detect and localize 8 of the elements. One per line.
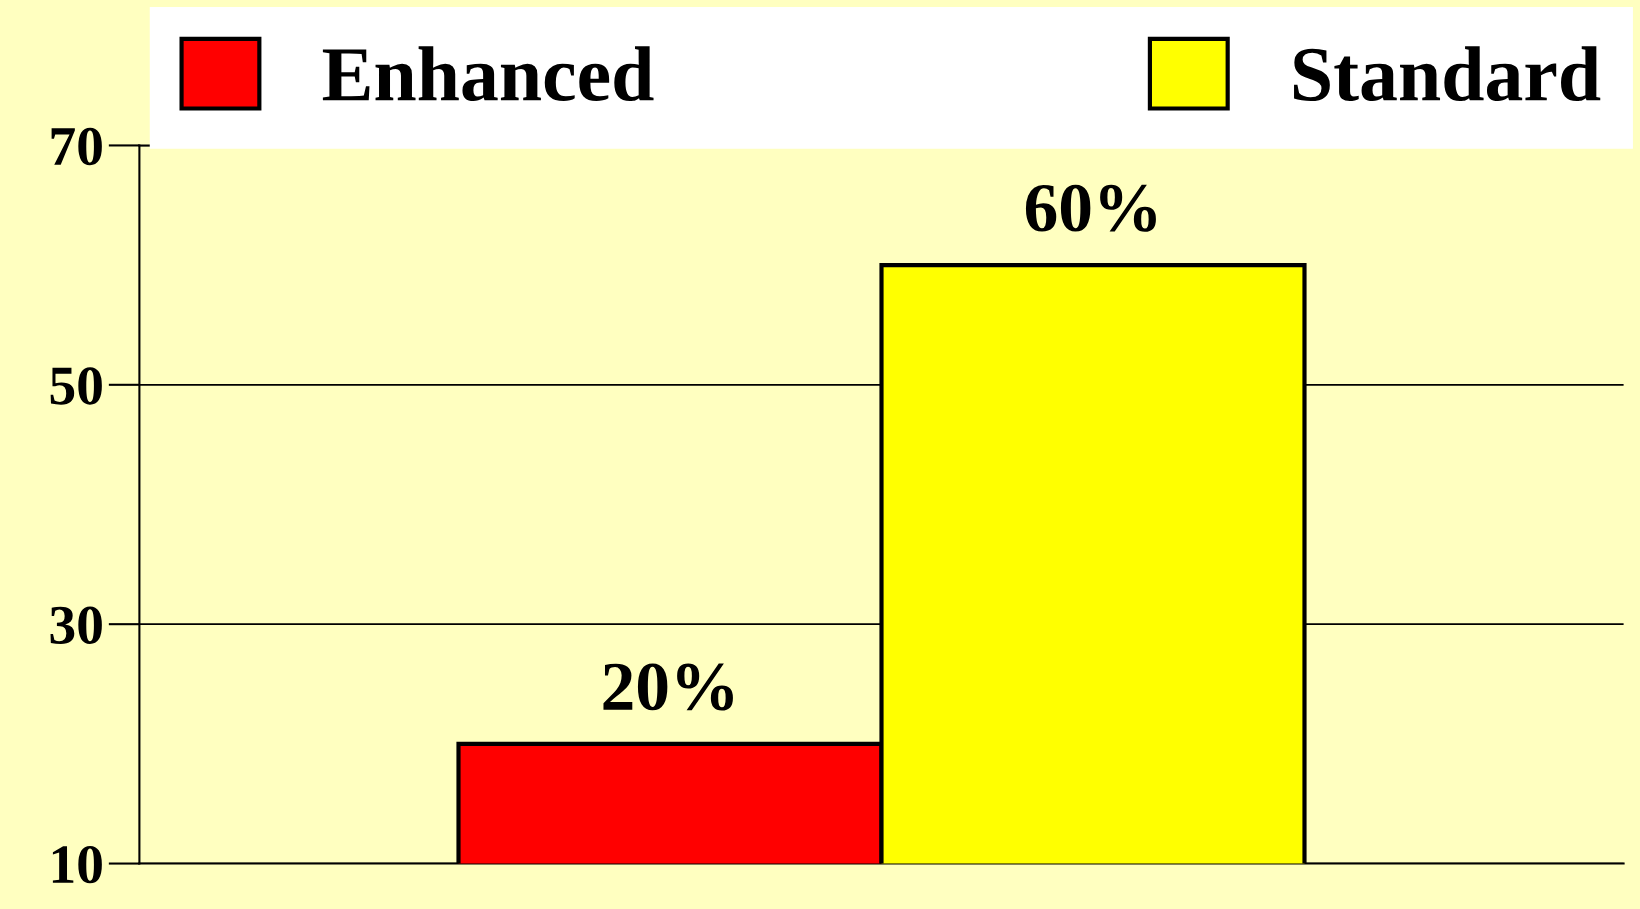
y-tick-label: 30: [50, 606, 102, 644]
data-label: 60%: [1025, 184, 1156, 232]
y-tick-label: 70: [51, 127, 102, 166]
legend-label: Standard: [1294, 46, 1601, 102]
data-label: 20%: [603, 663, 733, 711]
y-tick-label: 50: [50, 367, 102, 405]
y-tick-label: 10: [52, 845, 102, 884]
legend-label: Enhanced: [322, 46, 654, 102]
